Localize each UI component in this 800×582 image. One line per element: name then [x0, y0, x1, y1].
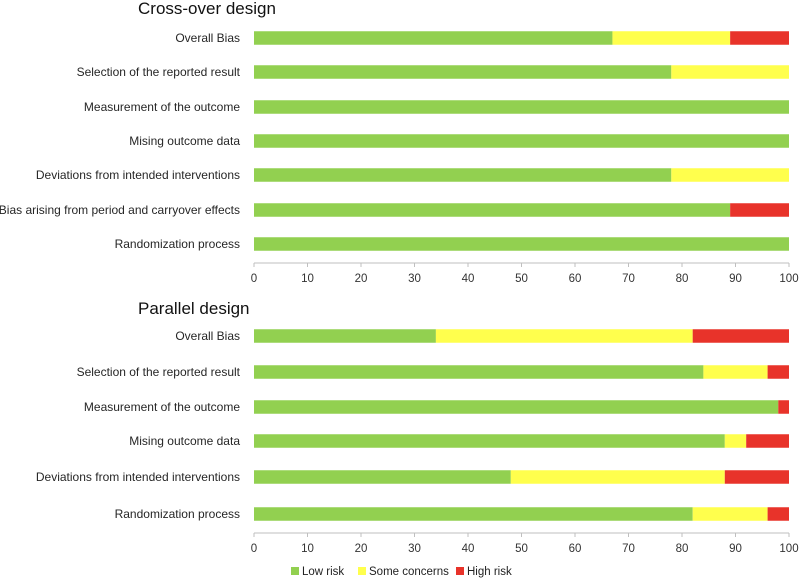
bar-segment-low-risk-overall-bias — [254, 31, 613, 45]
chart-title: Parallel design — [138, 299, 250, 318]
x-tick-label: 20 — [355, 543, 368, 555]
bar-segment-low-risk-overall-bias — [254, 329, 436, 343]
bar-segment-some-concerns-overall-bias — [435, 329, 693, 343]
chart-title: Cross-over design — [138, 0, 276, 18]
category-label: Measurement of the outcome — [84, 400, 240, 414]
parallel-design-chart: Parallel design Overall Bias Selection of … — [36, 299, 799, 555]
x-tick-label: 90 — [729, 273, 742, 285]
bar-segment-high-risk-selection-of-the-reported-result — [767, 365, 789, 379]
category-label: Deviations from intended interventions — [36, 470, 240, 484]
bar-segment-low-risk-mising-outcome-data — [254, 434, 725, 448]
x-tick-label: 0 — [251, 273, 257, 285]
bar-segment-low-risk-deviations-from-intended-interventions — [254, 470, 511, 484]
category-label: Randomization process — [115, 507, 240, 521]
x-tick-label: 60 — [569, 543, 582, 555]
bar-segment-some-concerns-deviations-from-intended-interventions — [671, 168, 789, 182]
bar-segment-low-risk-deviations-from-intended-interventions — [254, 168, 672, 182]
x-tick-label: 10 — [301, 543, 314, 555]
legend-swatch-high-risk — [456, 567, 464, 575]
x-tick-label: 50 — [515, 543, 528, 555]
x-tick-label: 70 — [622, 543, 635, 555]
x-tick-label: 20 — [355, 273, 368, 285]
category-label: Selection of the reported result — [77, 365, 241, 379]
x-tick-label: 90 — [729, 543, 742, 555]
bar-segment-some-concerns-selection-of-the-reported-result — [671, 65, 789, 79]
x-tick-label: 50 — [515, 273, 528, 285]
bar-segment-high-risk-overall-bias — [730, 31, 789, 45]
x-tick-label: 70 — [622, 273, 635, 285]
bar-segment-low-risk-randomization-process — [254, 237, 789, 251]
x-tick-label: 80 — [676, 273, 689, 285]
legend-label-high-risk: High risk — [467, 566, 512, 578]
x-tick-label: 100 — [779, 543, 798, 555]
x-tick-label: 100 — [779, 273, 798, 285]
legend-swatch-some-concerns — [358, 567, 366, 575]
bar-segment-high-risk-mising-outcome-data — [746, 434, 789, 448]
category-label: Mising outcome data — [129, 134, 240, 148]
bar-segment-low-risk-bias-arising-from-period-and-carryover-effects — [254, 203, 731, 217]
x-tick-label: 40 — [462, 273, 475, 285]
bar-segment-low-risk-selection-of-the-reported-result — [254, 65, 672, 79]
bar-segment-some-concerns-deviations-from-intended-interventions — [510, 470, 725, 484]
legend-swatch-low-risk — [291, 567, 299, 575]
bar-segment-some-concerns-randomization-process — [692, 507, 768, 521]
cross-over-design-chart: Cross-over design Overall Bias Selection o… — [0, 0, 799, 285]
x-tick-label: 80 — [676, 543, 689, 555]
legend-label-some-concerns: Some concerns — [369, 566, 449, 578]
category-label: Measurement of the outcome — [84, 100, 240, 114]
bar-segment-low-risk-selection-of-the-reported-result — [254, 365, 704, 379]
category-label: Overall Bias — [175, 31, 240, 45]
category-label: Overall Bias — [175, 329, 240, 343]
x-tick-label: 60 — [569, 273, 582, 285]
category-label: Deviations from intended interventions — [36, 168, 240, 182]
x-tick-label: 30 — [408, 543, 421, 555]
bar-segment-high-risk-bias-arising-from-period-and-carryover-effects — [730, 203, 789, 217]
bar-segment-low-risk-measurement-of-the-outcome — [254, 400, 779, 414]
bar-segment-low-risk-mising-outcome-data — [254, 134, 789, 148]
bar-segment-high-risk-overall-bias — [692, 329, 789, 343]
bar-segment-low-risk-measurement-of-the-outcome — [254, 100, 789, 114]
x-tick-label: 30 — [408, 273, 421, 285]
bar-segment-some-concerns-overall-bias — [612, 31, 731, 45]
bar-segment-some-concerns-selection-of-the-reported-result — [703, 365, 768, 379]
category-label: Randomization process — [115, 237, 240, 251]
category-label: Selection of the reported result — [77, 65, 241, 79]
bar-segment-some-concerns-mising-outcome-data — [724, 434, 747, 448]
x-tick-label: 0 — [251, 543, 257, 555]
bar-segment-low-risk-randomization-process — [254, 507, 693, 521]
x-tick-label: 40 — [462, 543, 475, 555]
x-tick-label: 10 — [301, 273, 314, 285]
bar-segment-high-risk-randomization-process — [767, 507, 789, 521]
category-label: Bias arising from period and carryover e… — [0, 203, 240, 217]
bar-segment-high-risk-deviations-from-intended-interventions — [724, 470, 789, 484]
bar-segment-high-risk-measurement-of-the-outcome — [778, 400, 789, 414]
legend: Low risk Some concerns High risk — [291, 566, 512, 578]
category-label: Mising outcome data — [129, 434, 240, 448]
legend-label-low-risk: Low risk — [302, 566, 344, 578]
